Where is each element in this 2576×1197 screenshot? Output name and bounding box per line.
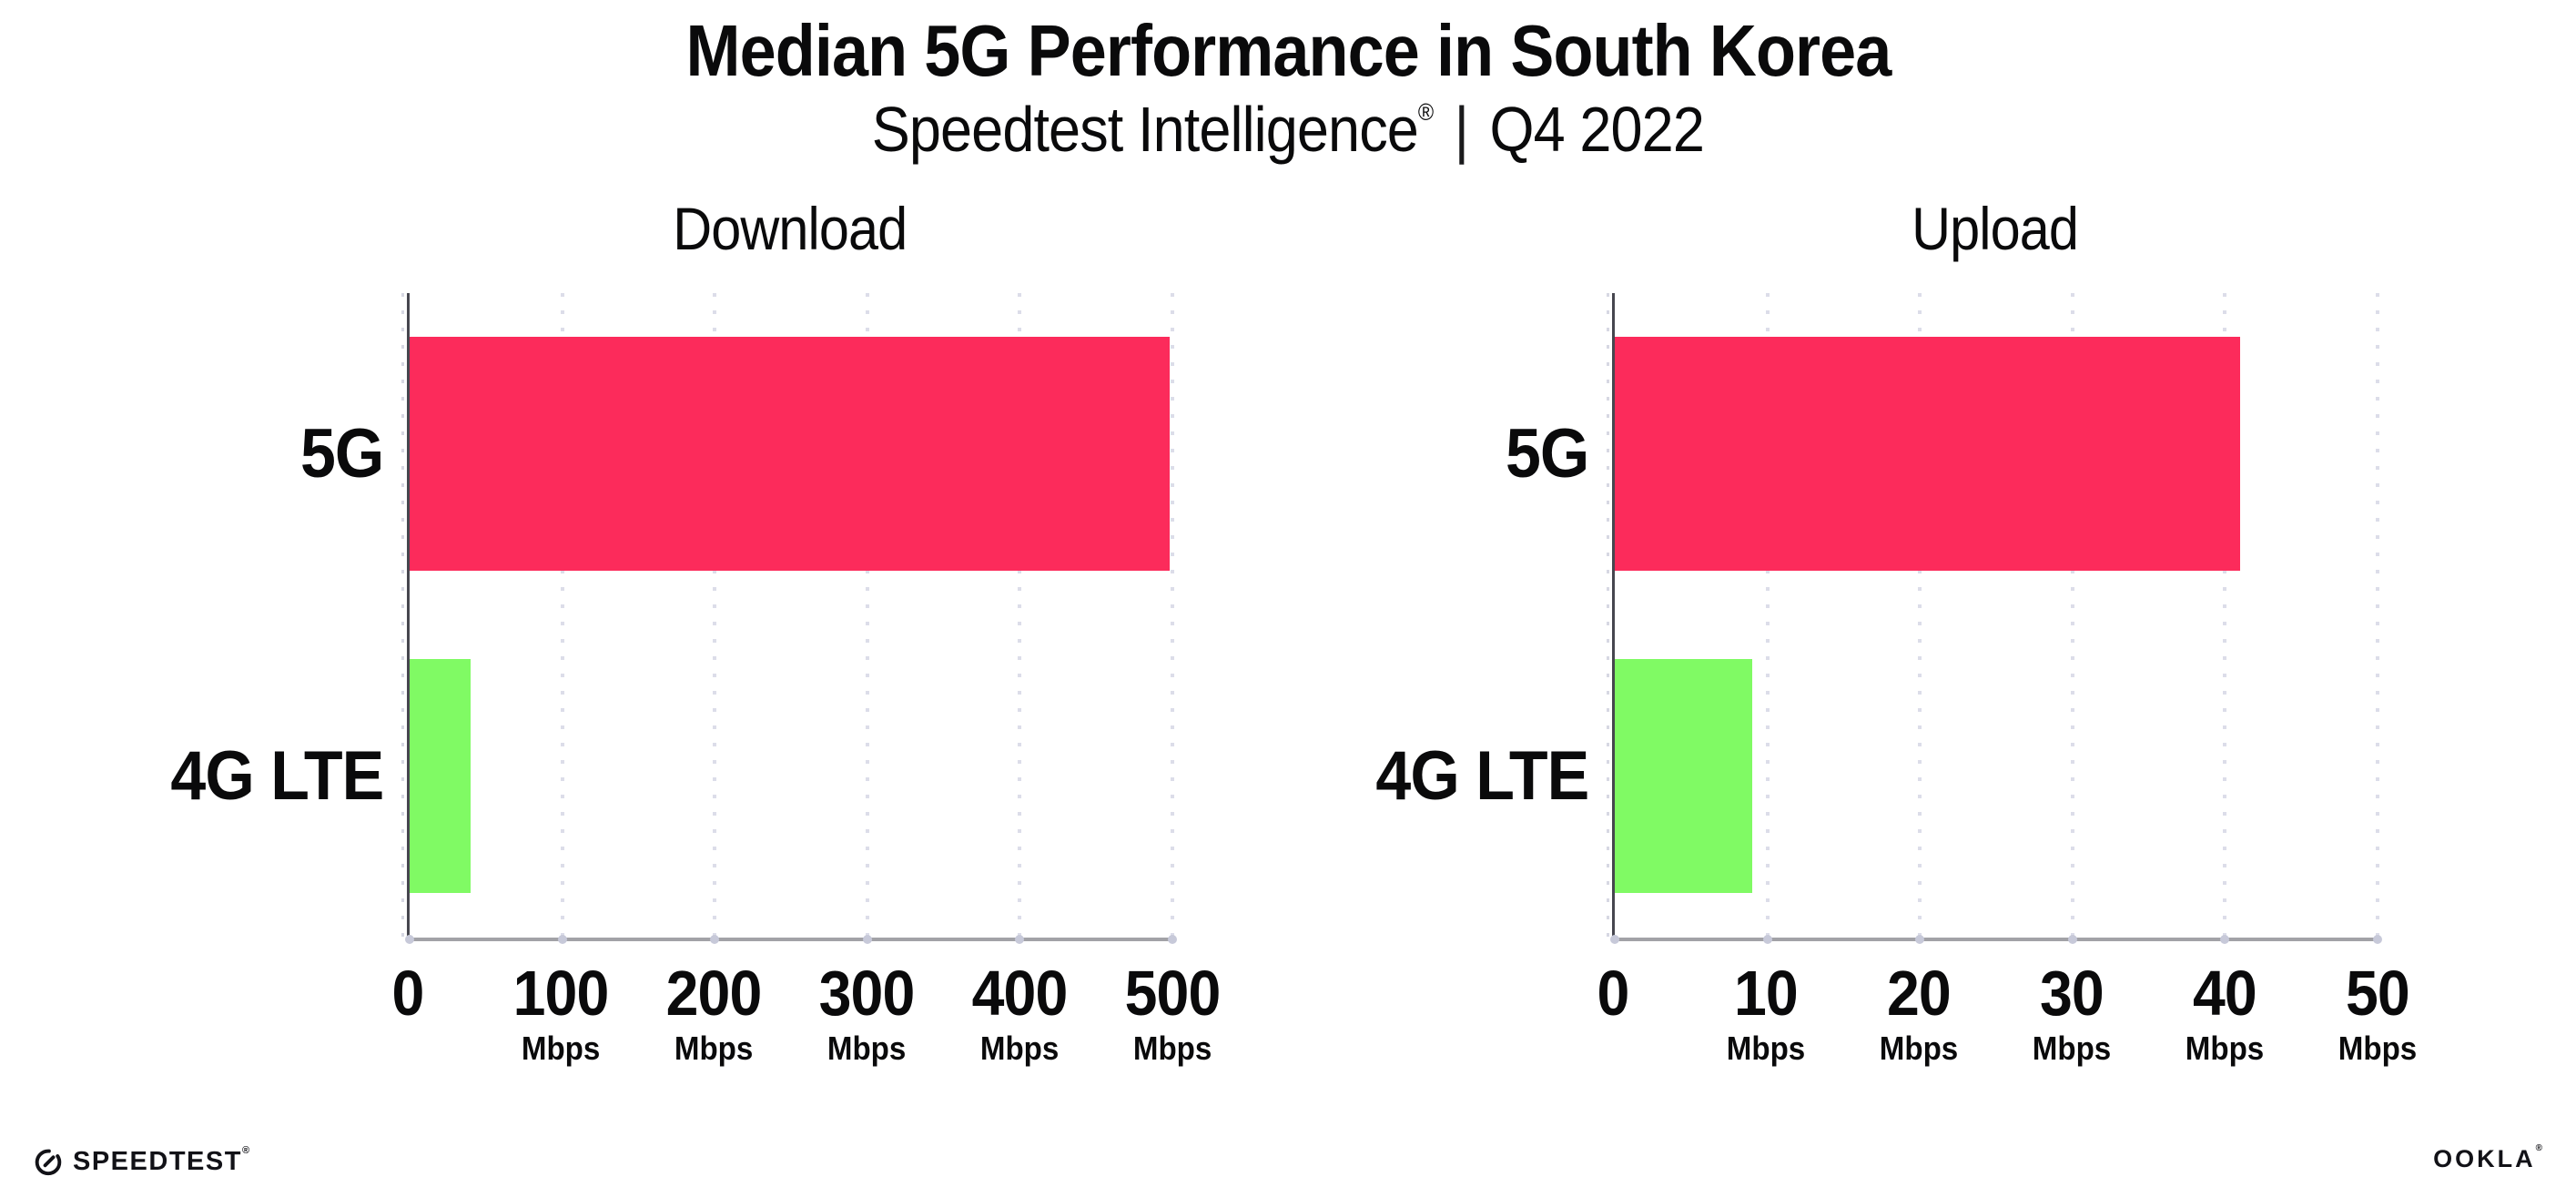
subtitle-brand: Speedtest Intelligence [871, 94, 1419, 165]
x-tick-value: 40 [2193, 957, 2257, 1029]
x-tick-value: 500 [1124, 957, 1222, 1029]
x-ticks: 0 10 Mbps 20 Mbps 30 Mbps 40 Mbps 50 Mbps [1597, 941, 2418, 1078]
x-tick-value: 0 [1597, 957, 1630, 1029]
plot-area [1607, 292, 2382, 944]
speedtest-registered-mark: ® [241, 1144, 251, 1156]
gridline-300 [865, 292, 869, 938]
x-tick-value: 100 [512, 957, 610, 1029]
axis-tick-dot-100 [557, 934, 567, 944]
x-tick-0: 0 [1596, 961, 1630, 1025]
speedtest-gauge-icon [35, 1149, 62, 1176]
gridline-40 [2223, 292, 2227, 938]
gridline-30 [2070, 292, 2074, 938]
x-tick-value: 10 [1734, 957, 1799, 1029]
charts-row: Download 5G 4G LTE 0 100 Mbps 200 Mbps 300 Mbps… [0, 164, 2576, 1078]
subtitle-divider: | [1454, 94, 1469, 165]
x-tick-value: 200 [665, 957, 763, 1029]
category-label-5g: 5G [1505, 415, 1589, 492]
registered-mark: ® [1418, 98, 1434, 126]
x-tick-100: 100 Mbps [509, 961, 613, 1065]
axis-tick-dot-0 [405, 934, 415, 944]
chart-title-download: Download [673, 194, 908, 262]
x-tick-unit: Mbps [521, 1029, 601, 1067]
x-tick-40: 40 Mbps [2182, 961, 2267, 1065]
chart-download: Download 5G 4G LTE 0 100 Mbps 200 Mbps 300 Mbps… [113, 164, 1222, 1078]
x-tick-unit: Mbps [2338, 1029, 2418, 1067]
category-label-4g-lte: 4G LTE [170, 737, 384, 815]
gridline-50 [2376, 292, 2379, 938]
gridline-500 [1171, 292, 1174, 938]
chart-title-upload: Upload [1912, 194, 2080, 262]
x-tick-300: 300 Mbps [815, 961, 918, 1065]
x-ticks: 0 100 Mbps 200 Mbps 300 Mbps 400 Mbps 500 Mbps [392, 941, 1222, 1078]
gridline-100 [560, 292, 564, 938]
x-tick-unit: Mbps [1879, 1029, 1959, 1067]
axis-tick-dot-400 [1015, 934, 1025, 944]
x-tick-50: 50 Mbps [2335, 961, 2420, 1065]
x-tick-500: 500 Mbps [1121, 961, 1224, 1065]
category-label-5g: 5G [299, 415, 384, 492]
x-tick-200: 200 Mbps [662, 961, 766, 1065]
chart-upload: Upload 5G 4G LTE 0 10 Mbps 20 Mbps 30 Mbps 40 Mbp… [1318, 164, 2418, 1078]
axis-tick-dot-300 [862, 934, 872, 944]
category-labels: 5G 4G LTE [113, 293, 407, 938]
x-tick-unit: Mbps [2032, 1029, 2112, 1067]
axis-tick-dot-50 [2373, 934, 2382, 944]
x-tick-unit: Mbps [979, 1029, 1060, 1067]
gridline-200 [713, 292, 717, 938]
plot-row: 5G 4G LTE [1318, 292, 2382, 944]
x-tick-value: 20 [1887, 957, 1952, 1029]
plot-row: 5G 4G LTE [113, 292, 1177, 944]
y-axis-minor-ticks [1607, 292, 1610, 938]
bar-4g-lte [1615, 659, 1752, 893]
axis-tick-dot-0 [1610, 934, 1620, 944]
page-subtitle: Speedtest Intelligence® | Q4 2022 [0, 96, 2576, 164]
bar-5g [410, 337, 1170, 571]
speedtest-label: SPEEDTEST® [73, 1144, 251, 1176]
x-tick-unit: Mbps [674, 1029, 754, 1067]
x-tick-unit: Mbps [2185, 1029, 2265, 1067]
x-tick-0: 0 [390, 961, 425, 1025]
axis-tick-dot-40 [2220, 934, 2230, 944]
x-tick-400: 400 Mbps [968, 961, 1071, 1065]
x-tick-value: 300 [818, 957, 916, 1029]
category-label-4g-lte: 4G LTE [1375, 737, 1589, 815]
gridline-400 [1018, 292, 1022, 938]
axis-tick-dot-30 [2067, 934, 2077, 944]
ookla-registered-mark: ® [2535, 1143, 2545, 1153]
y-axis-minor-ticks [401, 292, 405, 938]
axis-tick-dot-20 [1915, 934, 1925, 944]
x-tick-value: 50 [2346, 957, 2410, 1029]
x-tick-unit: Mbps [1726, 1029, 1806, 1067]
x-tick-value: 400 [971, 957, 1069, 1029]
axis-tick-dot-200 [710, 934, 720, 944]
bar-4g-lte [410, 659, 472, 893]
x-tick-30: 30 Mbps [2029, 961, 2115, 1065]
bar-5g [1615, 337, 2241, 571]
header: Median 5G Performance in South Korea Spe… [0, 0, 2576, 164]
x-tick-value: 30 [2040, 957, 2104, 1029]
page-title: Median 5G Performance in South Korea [685, 10, 1891, 91]
axis-tick-dot-500 [1168, 934, 1177, 944]
x-tick-unit: Mbps [1132, 1029, 1212, 1067]
category-labels: 5G 4G LTE [1318, 293, 1612, 938]
plot-area [401, 292, 1177, 944]
ookla-label: OOKLA® [2433, 1143, 2545, 1172]
speedtest-logo: SPEEDTEST® [33, 1144, 251, 1177]
x-tick-10: 10 Mbps [1723, 961, 1809, 1065]
subtitle-period: Q4 2022 [1489, 94, 1705, 165]
gridline-10 [1765, 292, 1770, 938]
x-tick-unit: Mbps [827, 1029, 907, 1067]
x-tick-value: 0 [391, 957, 425, 1029]
ookla-logo: OOKLA® [2433, 1143, 2545, 1173]
x-tick-20: 20 Mbps [1876, 961, 1962, 1065]
axis-tick-dot-10 [1762, 934, 1772, 944]
gridline-20 [1918, 292, 1922, 938]
